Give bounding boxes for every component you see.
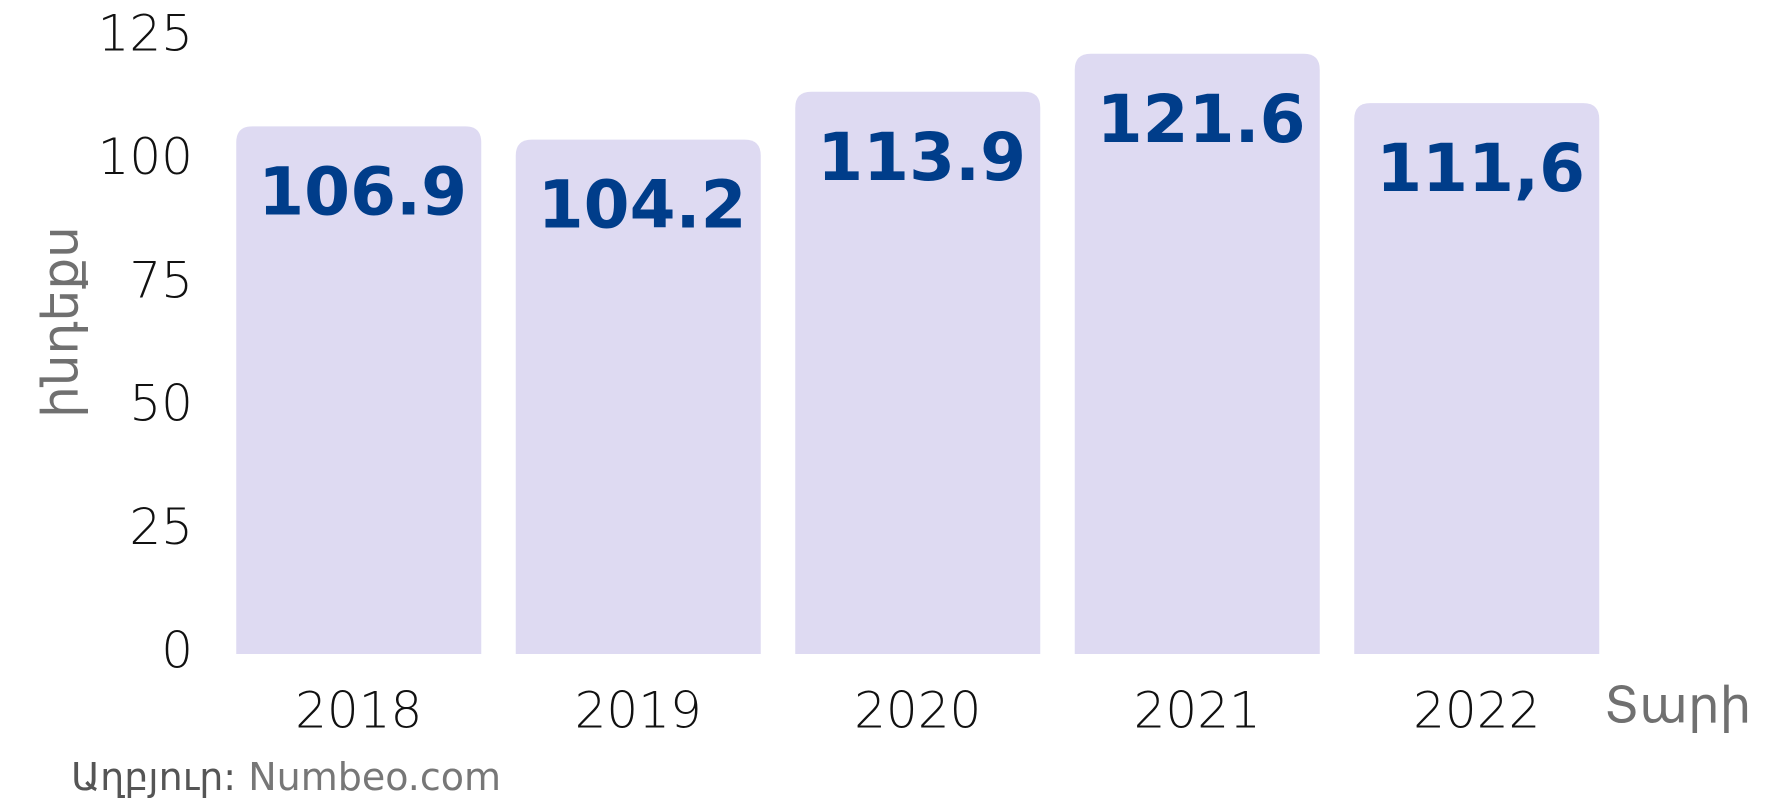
x-axis-title: Տարի: [1604, 677, 1751, 735]
y-tick-label: 50: [129, 375, 193, 433]
source-label: Աղբյուր:: [71, 755, 236, 799]
y-tick-label: 0: [161, 622, 193, 680]
source: Աղբյուր: Numbeo.com: [71, 755, 501, 799]
bar: [515, 139, 761, 654]
x-tick-label: 2019: [575, 682, 702, 740]
value-label: 104.2: [538, 167, 747, 244]
source-text: Numbeo.com: [248, 755, 501, 799]
value-label: 111,6: [1376, 130, 1585, 207]
value-label: 121.6: [1097, 81, 1306, 158]
bar: [1074, 53, 1320, 654]
y-tick-label: 100: [98, 128, 193, 186]
bar: [1354, 103, 1600, 655]
x-tick-label: 2021: [1134, 682, 1261, 740]
x-tick-label: 2022: [1413, 682, 1540, 740]
value-label: 113.9: [817, 119, 1026, 196]
y-tick-label: 125: [98, 5, 193, 63]
y-axis-title: ինդեքս: [32, 226, 90, 418]
bar: [236, 126, 482, 654]
y-tick-label: 75: [129, 251, 193, 309]
bar: [795, 91, 1041, 654]
x-tick-label: 2018: [295, 682, 422, 740]
x-tick-label: 2020: [854, 682, 981, 740]
value-label: 106.9: [258, 153, 467, 230]
y-tick-label: 25: [129, 498, 193, 556]
